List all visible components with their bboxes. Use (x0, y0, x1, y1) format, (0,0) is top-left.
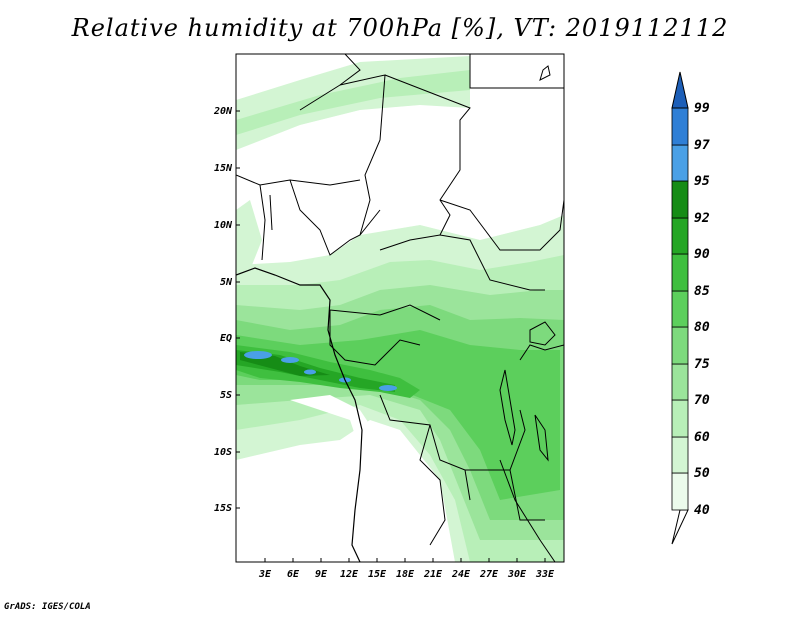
colorbar-segment (671, 436, 689, 474)
lon-label: 9E (315, 569, 328, 580)
lon-label: 18E (396, 569, 415, 580)
lat-label: EQ (220, 333, 232, 344)
lon-label: 33E (535, 569, 555, 580)
colorbar-segment (671, 253, 689, 292)
colorbar-segment (671, 363, 689, 401)
colorbar-label: 75 (694, 357, 710, 372)
lon-label: 24E (451, 569, 471, 580)
lon-label: 30E (507, 569, 527, 580)
lon-label: 21E (423, 569, 443, 580)
colorbar: 40 50 60 70 75 80 85 90 92 95 97 99 (671, 71, 710, 545)
colorbar-label: 99 (694, 101, 710, 116)
colorbar-label: 60 (694, 430, 710, 445)
latitude-axis: 20N 15N 10N 5N EQ 5S 10S 15S (213, 106, 240, 514)
colorbar-segment (671, 472, 689, 511)
lat-label: 5N (220, 277, 233, 288)
grads-credit: GrADS: IGES/COLA (4, 602, 91, 612)
colorbar-low-arrow (671, 509, 689, 545)
country-borders (236, 54, 564, 562)
colorbar-segment (671, 107, 689, 146)
colorbar-label: 92 (694, 211, 710, 226)
colorbar-segment (671, 144, 689, 182)
colorbar-segment (671, 290, 689, 328)
map-frame (235, 53, 565, 563)
colorbar-segment (671, 326, 689, 365)
colorbar-high-arrow (671, 71, 689, 109)
colorbar-segment (671, 399, 689, 438)
lat-label: 10N (214, 220, 233, 231)
lon-label: 6E (287, 569, 300, 580)
colorbar-label: 40 (694, 503, 710, 518)
lat-label: 15S (214, 503, 232, 514)
lon-label: 3E (258, 569, 272, 580)
colorbar-label: 50 (694, 466, 710, 481)
colorbar-label: 70 (694, 393, 710, 408)
lon-label: 27E (479, 569, 499, 580)
lon-label: 15E (368, 569, 387, 580)
colorbar-label: 85 (694, 284, 710, 299)
lat-label: 10S (214, 447, 232, 458)
colorbar-label: 95 (694, 174, 710, 189)
longitude-axis: 3E 6E 9E 12E 15E 18E 21E 24E 27E 30E 33E (258, 558, 555, 580)
lat-label: 5S (220, 390, 232, 401)
lat-label: 20N (213, 106, 233, 117)
chart-title: Relative humidity at 700hPa [%], VT: 201… (71, 14, 729, 42)
colorbar-segment (671, 217, 689, 255)
lon-label: 12E (340, 569, 359, 580)
colorbar-label: 80 (694, 320, 710, 335)
lat-label: 15N (214, 163, 233, 174)
colorbar-label: 90 (694, 247, 710, 262)
colorbar-segment (671, 180, 689, 219)
colorbar-label: 97 (694, 138, 710, 153)
